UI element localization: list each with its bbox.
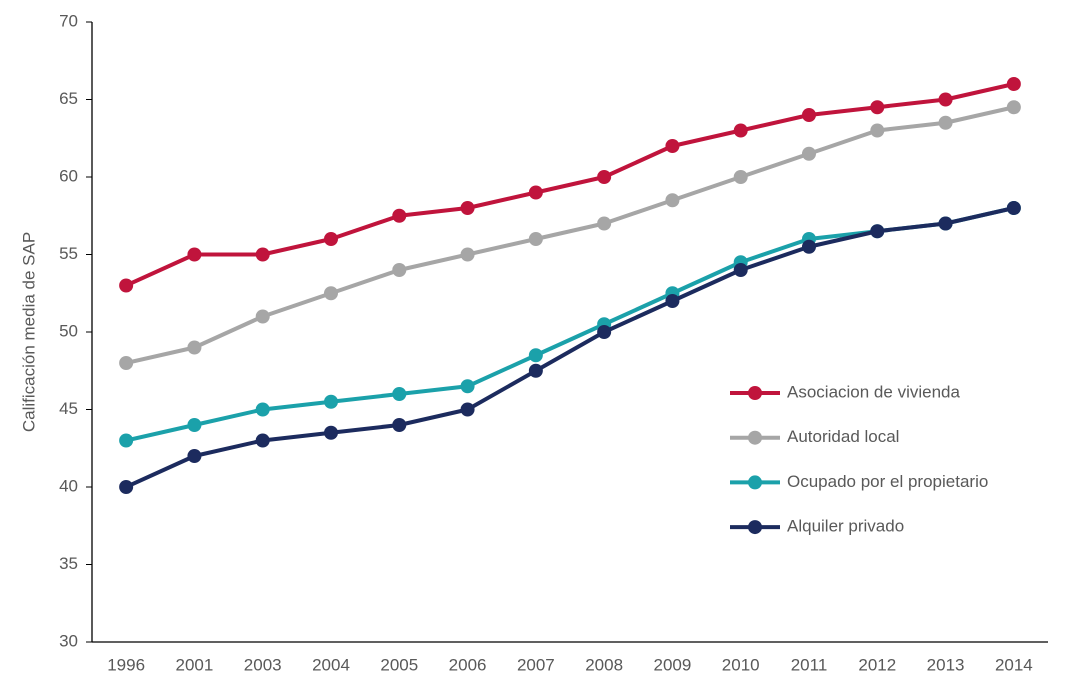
point xyxy=(187,449,202,463)
x-tick-label: 2007 xyxy=(517,655,555,674)
point xyxy=(1006,201,1021,215)
point xyxy=(938,92,953,107)
point xyxy=(324,425,338,440)
point xyxy=(528,348,543,363)
point xyxy=(119,433,134,448)
x-tick-label: 2008 xyxy=(585,655,623,674)
point xyxy=(187,340,202,355)
point xyxy=(802,239,816,254)
point xyxy=(119,356,134,370)
point xyxy=(255,402,270,417)
legend-label: Autoridad local xyxy=(787,427,899,446)
legend-marker xyxy=(748,475,762,490)
point xyxy=(255,433,270,448)
series-line xyxy=(125,206,1015,489)
x-tick-label: 2011 xyxy=(791,655,828,674)
series-line xyxy=(125,105,1015,365)
series-line xyxy=(125,82,1015,288)
point xyxy=(324,286,338,301)
point xyxy=(733,263,748,277)
point xyxy=(870,123,885,138)
point xyxy=(597,216,612,231)
y-axis-label: Calificación media de SAP xyxy=(19,232,38,432)
point xyxy=(802,108,816,122)
point xyxy=(870,224,885,239)
legend-marker xyxy=(748,430,762,445)
point xyxy=(665,193,680,208)
point xyxy=(324,394,338,409)
x-tick-label: 2004 xyxy=(312,655,350,674)
x-tick-label: 2003 xyxy=(244,655,282,674)
point xyxy=(528,232,543,246)
x-tick-label: 2014 xyxy=(995,655,1033,674)
x-tick-label: 1996 xyxy=(107,655,145,674)
point xyxy=(597,325,612,339)
x-tick-label: 2013 xyxy=(927,655,965,674)
point xyxy=(119,278,134,293)
x-tick-label: 2010 xyxy=(722,655,760,674)
point xyxy=(665,294,680,308)
point xyxy=(392,263,407,277)
y-tick-label: 70 xyxy=(59,11,78,30)
y-tick-label: 65 xyxy=(59,89,78,108)
point xyxy=(255,309,270,324)
y-tick-label: 35 xyxy=(59,554,78,573)
legend-label: Asociacion de vivienda xyxy=(787,382,960,401)
point xyxy=(460,379,475,394)
y-tick-label: 40 xyxy=(59,476,78,495)
point xyxy=(597,170,612,184)
y-tick-label: 45 xyxy=(59,399,78,418)
y-tick-label: 30 xyxy=(59,631,78,650)
point xyxy=(392,418,407,432)
point xyxy=(324,232,338,246)
point xyxy=(802,146,816,161)
point xyxy=(1006,77,1021,91)
y-tick-label: 50 xyxy=(59,321,78,340)
legend-marker xyxy=(748,520,762,535)
legend-label: Ocupado por el propietario xyxy=(787,472,988,491)
point xyxy=(1006,100,1021,115)
x-tick-label: 2001 xyxy=(176,655,214,674)
point xyxy=(392,387,407,401)
y-tick-label: 60 xyxy=(59,166,78,185)
point xyxy=(870,100,885,115)
point xyxy=(460,402,475,417)
point xyxy=(119,480,134,494)
point xyxy=(733,123,748,138)
point xyxy=(733,170,748,184)
point xyxy=(460,201,475,215)
point xyxy=(255,247,270,262)
x-tick-label: 2009 xyxy=(654,655,692,674)
legend-marker xyxy=(748,386,762,400)
point xyxy=(938,115,953,130)
point xyxy=(392,208,407,223)
point xyxy=(528,185,543,200)
point xyxy=(528,363,543,378)
point xyxy=(187,247,202,262)
x-tick-label: 2012 xyxy=(858,655,896,674)
point xyxy=(187,418,202,432)
x-tick-label: 2005 xyxy=(380,655,418,674)
legend-label: Alquiler privado xyxy=(787,517,904,536)
point xyxy=(460,247,475,262)
point xyxy=(938,216,953,231)
x-tick-label: 2006 xyxy=(449,655,487,674)
y-tick-label: 55 xyxy=(59,244,78,263)
point xyxy=(665,139,680,153)
